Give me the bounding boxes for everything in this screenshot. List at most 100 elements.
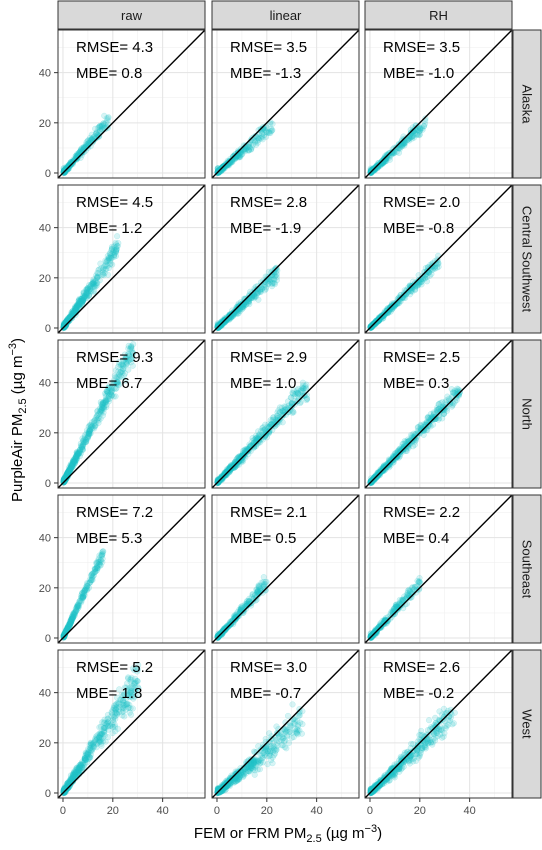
data-point xyxy=(69,314,76,321)
data-point xyxy=(111,384,118,392)
data-point xyxy=(123,359,130,366)
data-point xyxy=(69,311,76,318)
data-point xyxy=(107,260,114,267)
data-point xyxy=(369,168,376,175)
data-point xyxy=(62,476,69,483)
data-point xyxy=(128,355,135,362)
data-point xyxy=(65,469,72,476)
data-point xyxy=(76,303,83,310)
data-point xyxy=(103,258,110,266)
data-point xyxy=(403,447,410,455)
data-point xyxy=(226,313,233,320)
data-point xyxy=(242,146,249,153)
data-point xyxy=(98,123,105,130)
data-point xyxy=(76,149,83,156)
data-point xyxy=(72,457,79,464)
data-point xyxy=(98,403,105,410)
data-point xyxy=(60,477,67,484)
data-point xyxy=(111,252,118,259)
data-point xyxy=(224,315,231,322)
data-point xyxy=(124,358,131,365)
data-point xyxy=(100,401,107,408)
data-point xyxy=(263,129,270,136)
data-point xyxy=(230,312,237,319)
data-point xyxy=(375,318,382,325)
mbe-label: MBE= -1.0 xyxy=(383,65,454,82)
data-point xyxy=(90,289,97,296)
data-point xyxy=(60,322,67,329)
data-point xyxy=(92,130,100,137)
data-point xyxy=(108,247,115,254)
data-point xyxy=(61,321,68,328)
data-point xyxy=(70,457,77,464)
data-point xyxy=(61,167,68,174)
data-point xyxy=(99,269,106,276)
data-point xyxy=(412,286,419,293)
data-point xyxy=(88,135,95,143)
data-point xyxy=(370,167,377,174)
rmse-label: RMSE= 2.0 xyxy=(383,194,460,211)
data-point xyxy=(218,322,225,329)
data-point xyxy=(87,424,94,431)
data-point xyxy=(407,129,414,137)
data-point xyxy=(61,167,68,174)
data-point xyxy=(253,141,260,148)
data-point xyxy=(91,420,98,427)
data-point xyxy=(127,356,134,363)
data-point xyxy=(78,145,85,153)
data-point xyxy=(62,476,69,483)
data-point xyxy=(412,122,419,129)
data-point xyxy=(68,464,75,471)
data-point xyxy=(80,297,87,304)
data-point xyxy=(84,435,91,442)
data-point xyxy=(69,158,76,165)
data-point xyxy=(129,349,136,356)
data-point xyxy=(103,387,110,394)
data-point xyxy=(63,472,70,479)
data-point xyxy=(415,276,422,284)
data-point xyxy=(215,324,222,331)
data-point xyxy=(236,307,243,314)
data-point xyxy=(415,281,422,288)
data-point xyxy=(78,152,85,159)
data-point xyxy=(128,356,135,363)
data-point xyxy=(63,474,70,481)
data-point xyxy=(91,425,98,432)
data-point xyxy=(66,468,73,475)
data-point xyxy=(104,262,111,270)
data-point xyxy=(94,562,101,569)
data-point xyxy=(370,167,377,174)
data-point xyxy=(100,272,107,279)
data-point xyxy=(386,306,393,313)
data-point xyxy=(83,141,91,148)
data-point xyxy=(412,286,419,293)
data-point xyxy=(62,475,69,482)
data-point xyxy=(396,145,403,152)
data-point xyxy=(104,388,111,395)
data-point xyxy=(103,401,110,408)
data-point xyxy=(120,365,127,373)
data-point xyxy=(61,169,68,176)
data-point xyxy=(78,146,85,153)
data-point xyxy=(245,298,253,305)
data-point xyxy=(82,293,89,300)
data-point xyxy=(73,603,80,610)
data-point xyxy=(68,309,75,316)
data-point xyxy=(71,156,78,163)
data-point xyxy=(85,139,92,147)
data-point xyxy=(218,321,226,328)
data-point xyxy=(79,435,86,442)
data-point xyxy=(100,120,107,127)
data-point xyxy=(107,251,114,258)
data-point xyxy=(66,467,73,474)
data-point xyxy=(412,284,419,291)
data-point xyxy=(65,469,72,476)
data-point xyxy=(91,417,98,424)
data-point xyxy=(216,168,223,175)
data-point xyxy=(259,285,266,292)
rmse-label: RMSE= 2.8 xyxy=(230,194,307,211)
mbe-label: MBE= -1.3 xyxy=(230,65,301,82)
data-point xyxy=(65,318,72,325)
data-point xyxy=(257,286,264,293)
